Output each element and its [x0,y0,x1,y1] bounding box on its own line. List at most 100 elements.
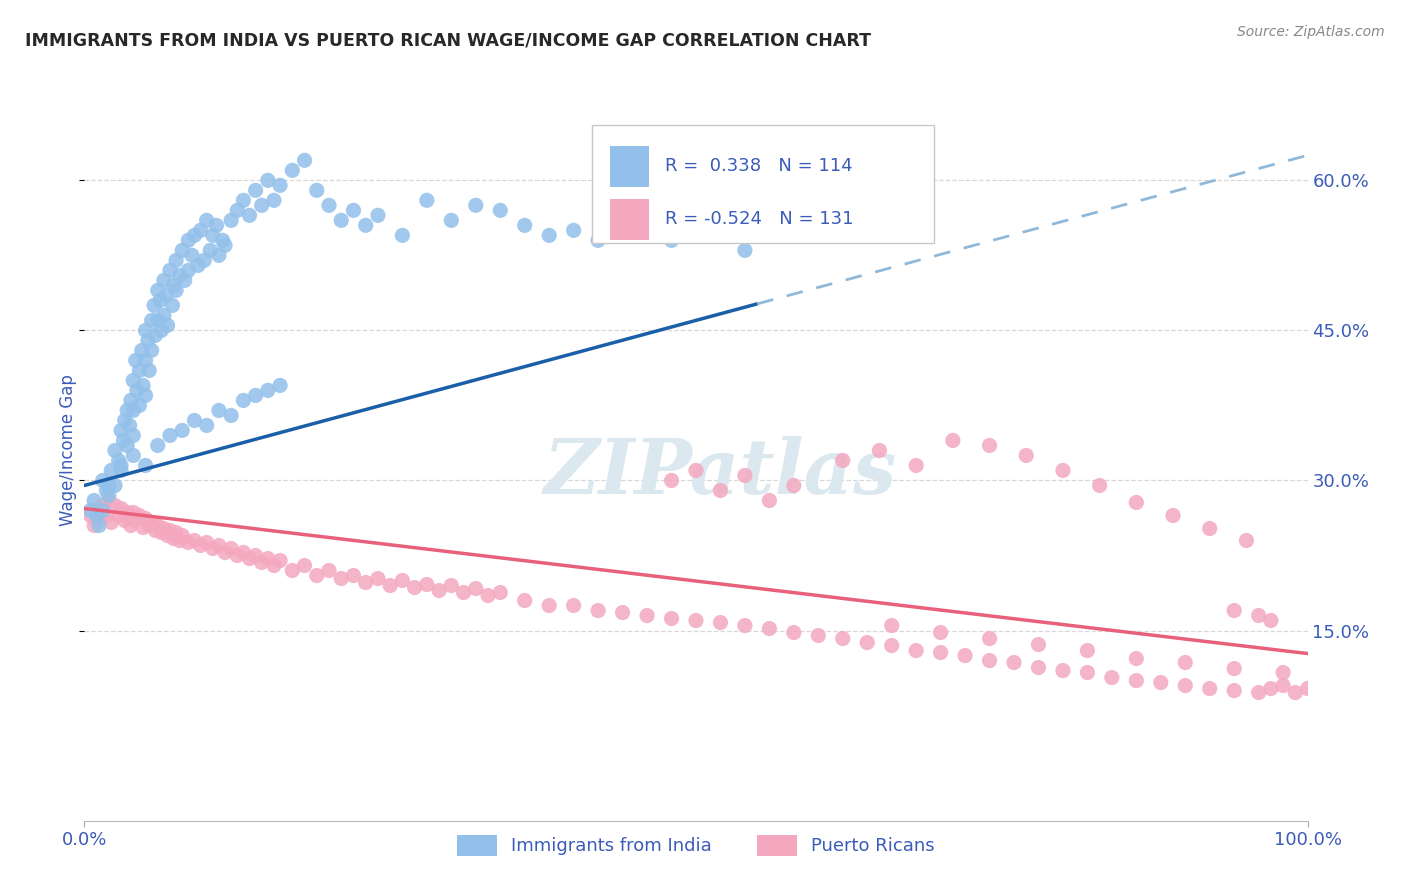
Point [269,178,291,193]
Point [257,384,280,398]
Point [427,583,450,598]
Point [150,323,173,337]
Point [831,632,853,646]
Text: IMMIGRANTS FROM INDIA VS PUERTO RICAN WAGE/INCOME GAP CORRELATION CHART: IMMIGRANTS FROM INDIA VS PUERTO RICAN WA… [25,31,872,49]
Point [1028,638,1050,652]
Point [281,564,304,578]
Point [97,478,120,492]
Point [135,323,157,337]
Point [342,568,364,582]
Point [905,643,928,657]
Point [97,488,120,502]
Point [416,194,439,208]
Point [929,646,952,660]
Point [250,198,273,212]
Point [143,328,166,343]
Point [87,514,110,528]
Point [169,533,191,548]
Point [201,228,224,243]
Point [685,614,707,628]
Point [135,511,157,525]
Point [1223,662,1246,676]
Point [709,615,731,630]
Point [153,521,176,535]
Point [195,418,218,433]
Point [586,603,609,617]
Point [783,625,806,640]
Point [214,238,236,252]
Point [110,458,132,473]
Point [305,183,328,197]
Point [263,194,285,208]
Point [464,198,486,212]
Point [1076,643,1098,657]
Point [138,518,160,533]
Point [1296,681,1319,696]
Point [208,403,231,417]
Point [214,545,236,559]
Point [120,518,142,533]
Point [758,622,780,636]
Point [110,463,132,477]
Point [91,499,114,513]
Point [86,508,108,523]
Point [318,564,340,578]
Point [183,228,205,243]
Point [367,572,389,586]
Point [132,520,155,534]
Point [100,516,122,530]
Point [153,309,176,323]
Point [1272,665,1295,680]
Point [1088,478,1111,492]
Point [104,443,127,458]
Point [1247,608,1270,623]
Point [208,539,231,553]
Point [269,378,291,392]
Point [636,608,658,623]
Point [146,284,169,298]
Point [211,233,233,247]
Point [146,313,169,327]
Point [219,541,242,556]
Point [156,318,179,333]
Point [187,259,209,273]
Point [758,493,780,508]
Point [305,568,328,582]
Point [155,288,177,302]
Point [1174,656,1197,670]
Point [1223,603,1246,617]
Point [115,438,138,452]
Point [807,629,830,643]
Point [83,493,105,508]
Point [104,478,127,492]
Point [263,558,285,573]
Point [1161,508,1184,523]
Point [163,532,186,546]
Point [163,278,186,293]
Point [125,384,148,398]
Point [141,516,163,530]
Point [513,593,536,607]
Point [131,343,153,358]
Text: R = -0.524   N = 131: R = -0.524 N = 131 [665,211,853,228]
Point [440,213,463,227]
Point [226,549,249,563]
Point [122,403,145,417]
Point [354,219,377,233]
Point [831,453,853,467]
Point [159,263,181,277]
Point [136,334,159,348]
Point [869,443,891,458]
Point [200,244,222,258]
Point [477,589,499,603]
Point [143,524,166,538]
Point [208,248,231,262]
Point [380,578,402,592]
Point [91,503,114,517]
Point [562,599,585,613]
Point [856,635,879,649]
Point [122,428,145,442]
Point [165,525,187,540]
Point [685,463,707,477]
Point [177,233,200,247]
